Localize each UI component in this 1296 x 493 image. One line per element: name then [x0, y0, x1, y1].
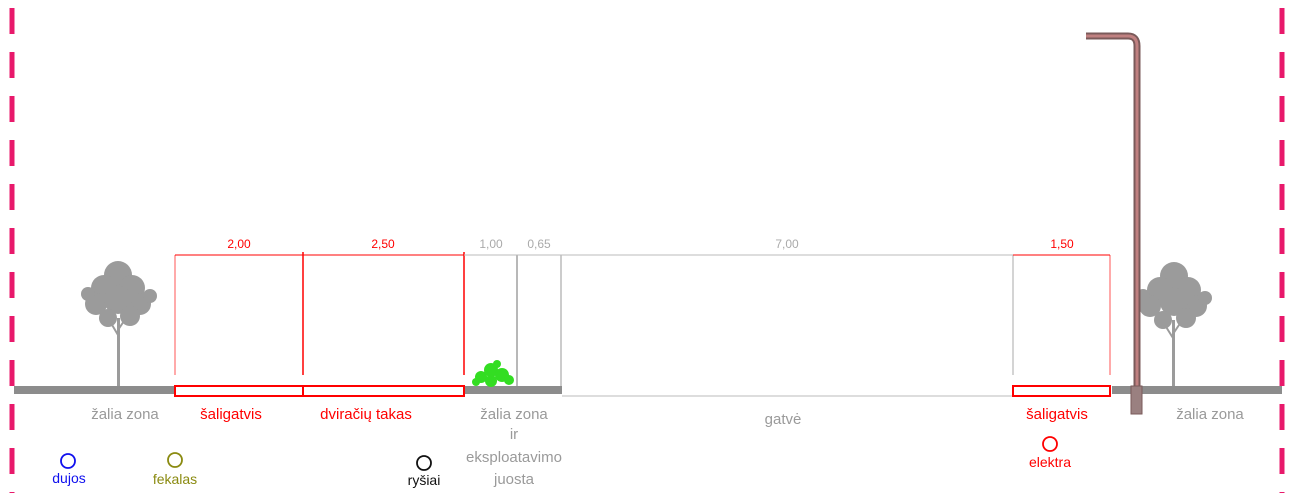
zone-label-sidewalk-right: šaligatvis	[1026, 406, 1088, 423]
zone-label-green-left: žalia zona	[91, 406, 159, 423]
dimension-label-maintenance-strip: 0,65	[527, 237, 551, 251]
zone-label-street: gatvė	[765, 411, 802, 428]
dimension-label-street: 7,00	[775, 237, 799, 251]
zone-label-green-maintenance-line2: ir	[510, 426, 518, 443]
bike-lane-band	[302, 385, 465, 397]
zone-label-bike-lane: dviračių takas	[320, 406, 412, 423]
utility-label-electric: elektra	[1029, 454, 1071, 470]
zone-label-green-maintenance-line1: žalia zona	[480, 406, 548, 423]
utility-label-telecom: ryšiai	[408, 472, 441, 488]
gas-circle-icon	[60, 453, 76, 469]
sewer-circle-icon	[167, 452, 183, 468]
street-light-pole-icon	[1086, 32, 1143, 415]
dimension-label-green-strip: 1,00	[479, 237, 503, 251]
dimension-label-sidewalk-right: 1,50	[1050, 237, 1074, 251]
tree-left-icon	[81, 261, 157, 386]
dimension-lines	[174, 252, 1111, 386]
ground-line-right	[1112, 386, 1282, 394]
utility-label-sewer: fekalas	[153, 471, 197, 487]
electric-circle-icon	[1042, 436, 1058, 452]
sidewalk-right-band	[1012, 385, 1111, 397]
dimension-label-bike-lane: 2,50	[371, 237, 395, 251]
utility-label-gas: dujos	[52, 470, 85, 486]
zone-label-green-maintenance-line4: juosta	[493, 471, 535, 488]
sidewalk-left-band	[174, 385, 304, 397]
tree-right-icon	[1136, 262, 1212, 386]
zone-label-green-right: žalia zona	[1176, 406, 1244, 423]
zone-label-green-maintenance-line3: eksploatavimo	[466, 449, 562, 466]
telecom-circle-icon	[416, 455, 432, 471]
bush-icon	[472, 360, 514, 387]
zone-label-sidewalk-left: šaligatvis	[200, 406, 262, 423]
dimension-label-sidewalk-left: 2,00	[227, 237, 251, 251]
